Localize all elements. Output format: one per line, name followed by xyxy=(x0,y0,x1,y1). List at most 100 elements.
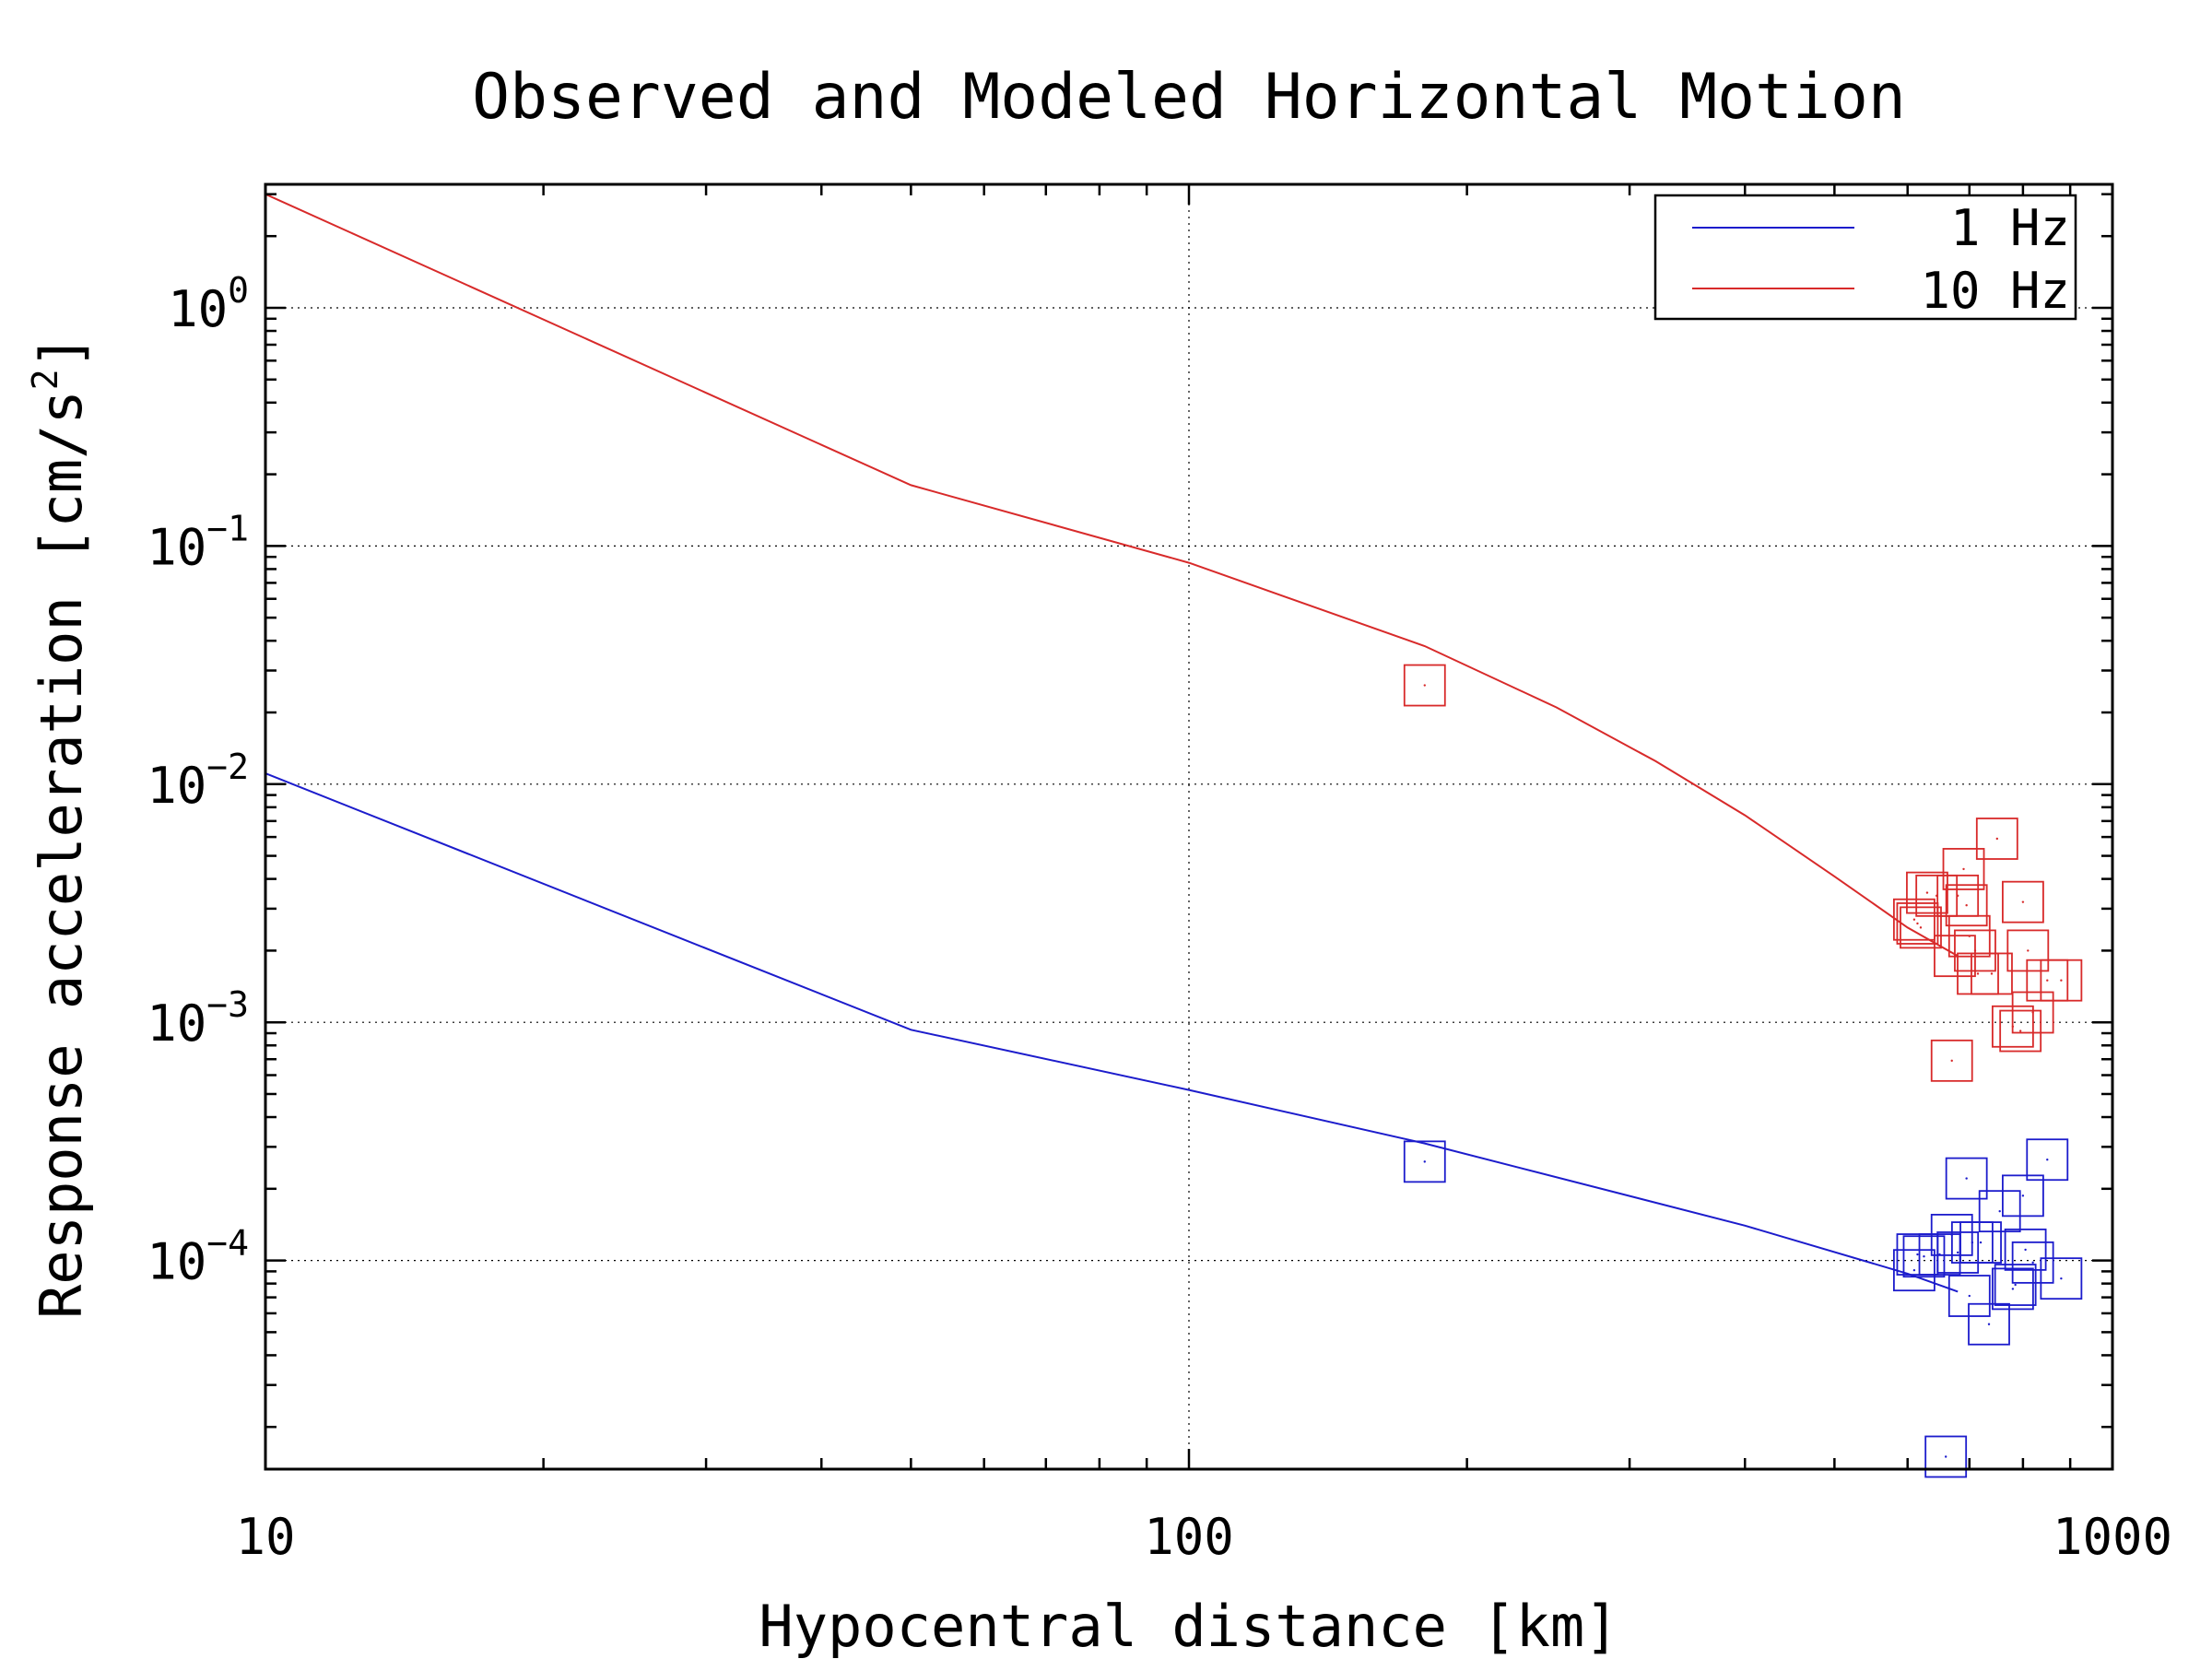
y-tick-label: 100 xyxy=(168,270,249,338)
observed-point xyxy=(1936,1231,1980,1274)
observed-point xyxy=(2011,1241,2054,1284)
x-tick-label: 100 xyxy=(1144,1508,1234,1566)
observed-point-center xyxy=(2024,1248,2027,1252)
observed-point xyxy=(1924,1435,1968,1478)
observed-point-center xyxy=(2011,1288,2015,1290)
observed-point xyxy=(1971,952,2013,995)
observed-point-center xyxy=(1912,918,1916,921)
observed-point-center xyxy=(1923,1254,1925,1258)
observed-point-center xyxy=(1423,684,1426,687)
observed-point-center xyxy=(1995,837,1999,841)
observed-point xyxy=(1902,1235,1946,1278)
observed-point-center xyxy=(1979,1241,1983,1244)
y-tick-label: 10−4 xyxy=(147,1223,249,1291)
axis-ticks xyxy=(264,184,2112,1469)
observed-point-center xyxy=(2046,1159,2049,1161)
observed-point xyxy=(2004,1228,2047,1271)
observed-point xyxy=(1959,1221,2002,1264)
observed-point xyxy=(2040,1257,2083,1300)
observed-point xyxy=(1930,1039,1973,1082)
y-axis-title: Response acceleration [cm/s2] xyxy=(25,335,95,1319)
observed-point-center xyxy=(1919,926,1923,929)
observed-point-center xyxy=(1965,1177,1968,1180)
observed-point-center xyxy=(1990,972,1994,975)
observed-point-center xyxy=(1956,1251,1959,1254)
observed-point xyxy=(1896,902,1939,945)
observed-point-center xyxy=(1965,904,1968,907)
observed-point xyxy=(2001,880,2044,924)
legend-label-1hz: 1 Hz xyxy=(1950,199,2070,257)
observed-point xyxy=(1893,1249,1936,1292)
x-tick-label: 1000 xyxy=(2053,1508,2172,1566)
observed-point xyxy=(1945,884,1988,927)
observed-point-center xyxy=(1944,1455,1947,1458)
x-axis-title: Hypocentral distance [km] xyxy=(759,1593,1618,1659)
observed-point-center xyxy=(1925,891,1929,894)
y-tick-base: 10 xyxy=(147,1233,206,1291)
y-tick-base: 10 xyxy=(147,994,206,1053)
observed-point xyxy=(1975,818,2018,860)
observed-point-center xyxy=(2031,1011,2034,1014)
y-axis-title-text: Response acceleration [cm/s xyxy=(28,390,95,1319)
observed-point xyxy=(2006,929,2050,972)
x-tick-label: 10 xyxy=(235,1508,295,1566)
y-axis-title-sup: 2 xyxy=(25,369,65,390)
model-line xyxy=(265,772,1959,1293)
series-1 xyxy=(265,193,2083,1082)
y-tick-exponent: −4 xyxy=(206,1223,249,1264)
observed-point-center xyxy=(2060,979,2063,982)
y-tick-base: 10 xyxy=(147,757,206,815)
observed-point-center xyxy=(2021,900,2025,903)
observed-point xyxy=(1906,871,1948,914)
observed-point xyxy=(1947,914,1991,958)
observed-point xyxy=(1942,848,1985,890)
y-tick-label: 10−1 xyxy=(147,508,249,576)
observed-point-center xyxy=(1916,1253,1919,1256)
observed-point-center xyxy=(1971,1241,1974,1244)
observed-point xyxy=(1893,898,1936,941)
observed-point xyxy=(1403,1140,1446,1183)
observed-point-center xyxy=(1987,1323,1991,1325)
y-tick-exponent: −3 xyxy=(206,984,249,1025)
y-tick-exponent: −2 xyxy=(206,747,249,787)
observed-point xyxy=(1999,1009,2042,1053)
plot-frame xyxy=(264,182,2114,1471)
observed-point-center xyxy=(2018,1030,2022,1032)
y-tick-exponent: 0 xyxy=(228,270,249,311)
observed-point xyxy=(2011,991,2054,1034)
observed-point-center xyxy=(2027,949,2030,952)
chart-title: Observed and Modeled Horizontal Motion xyxy=(472,61,1906,134)
observed-point xyxy=(1978,1190,2021,1233)
observed-point xyxy=(1900,906,1942,949)
observed-point-center xyxy=(2046,979,2049,982)
series-0 xyxy=(265,772,2083,1478)
observed-point xyxy=(1403,664,1446,707)
observed-point-center xyxy=(1950,1059,1953,1063)
y-tick-label: 10−3 xyxy=(147,984,249,1053)
y-tick-exponent: −1 xyxy=(206,508,249,548)
observed-point-center xyxy=(1956,894,1959,898)
observed-point xyxy=(1994,1264,2037,1306)
observed-point-center xyxy=(1976,972,1980,975)
observed-point-center xyxy=(1973,949,1977,952)
x-tick-labels: 10 100 1000 xyxy=(235,1508,2172,1566)
grid xyxy=(265,184,2112,1469)
model-line xyxy=(265,193,1959,958)
observed-point-center xyxy=(1962,867,1965,871)
observed-point-center xyxy=(2060,1277,2063,1280)
legend-label-10hz: 10 Hz xyxy=(1920,262,2070,320)
observed-point-center xyxy=(1916,922,1919,925)
observed-point xyxy=(2026,1138,2069,1182)
observed-point xyxy=(2040,959,2083,1002)
observed-point-center xyxy=(2021,1194,2025,1197)
observed-point-center xyxy=(1912,1268,1916,1272)
y-tick-base: 10 xyxy=(168,280,228,338)
legend: 1 Hz 10 Hz xyxy=(1653,194,2077,321)
observed-point-center xyxy=(2014,1283,2017,1287)
observed-point xyxy=(1954,929,1996,972)
y-axis-title-end: ] xyxy=(28,335,95,369)
observed-point-center xyxy=(1968,1294,1971,1298)
observed-point xyxy=(1968,1302,2010,1346)
